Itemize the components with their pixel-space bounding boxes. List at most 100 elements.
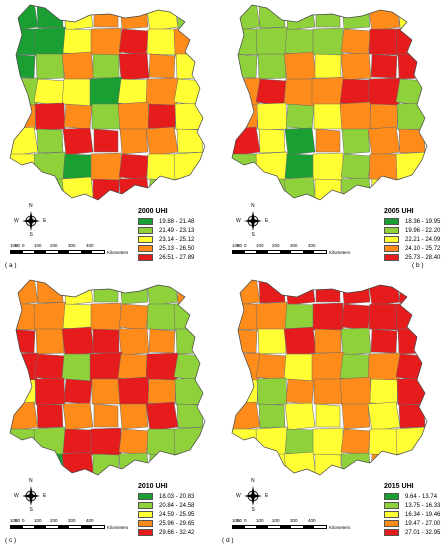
county-region	[90, 27, 122, 56]
county-region	[369, 103, 399, 130]
legend-swatch	[384, 520, 399, 527]
county-region	[396, 102, 427, 131]
legend-label: 22.21 - 24.09	[405, 236, 441, 243]
county-region	[174, 377, 205, 406]
legend-swatch	[138, 236, 153, 243]
county-region	[311, 351, 345, 382]
legend-item: 25.96 - 29.65	[138, 519, 194, 528]
county-region	[232, 328, 258, 354]
county-region	[92, 53, 120, 79]
county-region	[91, 103, 121, 130]
legend-item: 21.49 - 23.13	[138, 226, 194, 235]
county-region	[62, 280, 94, 306]
county-region	[395, 26, 427, 57]
legend-item: 23.14 - 25.12	[138, 235, 194, 244]
county-region	[90, 152, 122, 181]
legend-label: 9.64 - 13.74	[405, 493, 438, 500]
county-region	[283, 51, 317, 82]
county-region	[118, 153, 150, 181]
county-region	[145, 352, 179, 382]
legend-title: 2010 UHI	[138, 483, 168, 490]
scale-tick-label: 200	[272, 243, 280, 248]
legend-label: 26.51 - 27.89	[159, 254, 195, 261]
legend-item: 19.88 - 21.48	[138, 217, 194, 226]
county-region	[119, 403, 149, 430]
scale-tick-label: 50	[237, 518, 243, 523]
county-region	[89, 76, 123, 107]
legend-swatch	[384, 254, 399, 261]
county-region	[312, 302, 344, 331]
county-region	[340, 303, 372, 331]
county-region	[370, 453, 398, 475]
county-region	[232, 28, 260, 56]
county-region	[285, 378, 315, 405]
scale-bar-graphic	[232, 250, 327, 254]
choropleth-map	[231, 279, 428, 476]
county-region	[284, 153, 316, 181]
county-region	[367, 5, 401, 32]
legend-item: 25.13 - 26.50	[138, 244, 194, 253]
county-region	[312, 427, 344, 456]
county-region	[314, 53, 342, 79]
county-region	[340, 28, 372, 56]
legend-item: 18.03 - 20.83	[138, 492, 194, 501]
county-region	[61, 51, 95, 82]
legend-label: 13.75 - 16.33	[405, 502, 441, 509]
legend: 2005 UHI 18.36 - 19.95 19.96 - 22.20 22.21…	[384, 208, 440, 262]
county-region	[232, 280, 261, 307]
county-region	[62, 28, 94, 56]
county-region	[62, 5, 94, 31]
county-region	[10, 28, 38, 56]
panel-label: ( b )	[412, 262, 424, 269]
county-region	[148, 178, 176, 200]
legend-label: 25.73 - 28.40	[405, 254, 441, 261]
county-region	[10, 352, 39, 382]
county-region	[340, 327, 372, 356]
county-region	[118, 303, 150, 331]
county-region	[176, 280, 204, 304]
county-region	[367, 352, 401, 382]
county-region	[232, 53, 258, 79]
county-region	[232, 453, 258, 475]
legend-label: 25.96 - 29.65	[159, 520, 195, 527]
county-region	[34, 102, 66, 131]
county-region	[340, 153, 372, 181]
county-region	[174, 102, 205, 131]
county-region	[146, 303, 178, 331]
east-letter: E	[43, 218, 47, 224]
county-region	[339, 101, 373, 132]
scale-tick-label: 100	[10, 518, 18, 523]
east-letter: E	[43, 493, 47, 499]
scale-unit: Kilometers	[329, 525, 351, 530]
county-region	[119, 128, 149, 155]
county-region	[93, 403, 119, 428]
county-region	[61, 176, 95, 200]
scale-bar: 100 50 0 100 200 300 400 Kilometers	[232, 518, 350, 530]
scale-unit: Kilometers	[329, 250, 351, 255]
county-region	[284, 127, 316, 156]
legend-swatch	[384, 502, 399, 509]
county-region	[340, 452, 372, 475]
county-region	[398, 280, 426, 304]
scale-bar: 100 50 0 100 200 300 400 Kilometers	[10, 243, 128, 255]
north-letter: N	[29, 478, 33, 484]
county-region	[368, 303, 400, 331]
scale-tick-label: 400	[308, 518, 316, 523]
legend-label: 23.14 - 25.12	[159, 236, 195, 243]
scale-tick-label: 300	[68, 243, 76, 248]
county-region	[10, 178, 36, 200]
county-region	[33, 151, 67, 182]
county-region	[173, 353, 205, 382]
county-region	[36, 5, 64, 29]
county-region	[117, 101, 151, 132]
legend-swatch	[138, 520, 153, 527]
county-region	[257, 328, 287, 355]
county-region	[395, 301, 427, 332]
legend-item: 20.84 - 24.58	[138, 501, 194, 510]
legend-item: 16.34 - 19.46	[384, 510, 440, 519]
county-region	[35, 453, 65, 475]
county-region	[118, 428, 150, 456]
county-region	[62, 127, 94, 156]
south-letter: S	[29, 507, 33, 513]
